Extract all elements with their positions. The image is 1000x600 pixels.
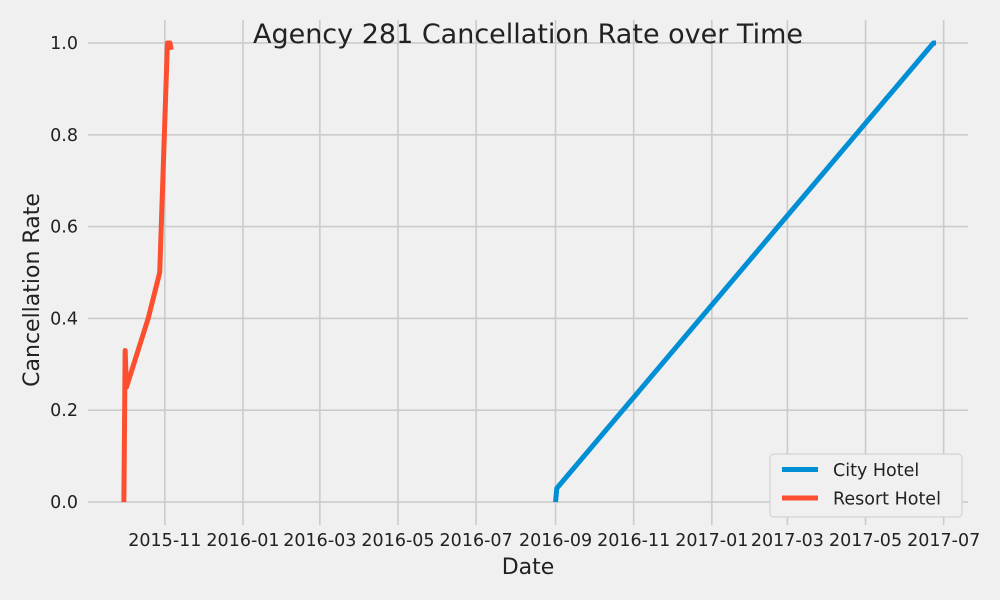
series-layer (121, 40, 936, 503)
x-tick-label: 2015-11 (128, 531, 201, 551)
y-tick-label: 1.0 (50, 34, 78, 54)
x-tick-label: 2016-01 (206, 531, 279, 551)
y-tick-label: 0.4 (50, 309, 78, 329)
y-tick-label: 0.6 (50, 218, 78, 238)
x-tick-label: 2017-03 (751, 531, 824, 551)
y-tick-label: 0.8 (50, 126, 78, 146)
x-tick-label: 2017-01 (675, 531, 748, 551)
x-tick-label: 2016-03 (283, 531, 356, 551)
y-tick-label: 0.2 (50, 401, 78, 421)
x-axis-label: Date (502, 555, 555, 580)
tick-labels: 2015-11 2016-01 2016-03 2016-05 2016-07 2016-… (50, 34, 980, 551)
legend-label-city-hotel: City Hotel (833, 461, 919, 481)
x-tick-label: 2016-09 (519, 531, 592, 551)
chart-title: Agency 281 Cancellation Rate over Time (253, 19, 803, 50)
series-line-city-hotel (553, 40, 936, 503)
series-line-resort-hotel (121, 40, 174, 503)
x-tick-label: 2016-07 (440, 531, 513, 551)
x-tick-label: 2017-07 (907, 531, 980, 551)
y-tick-label: 0.0 (50, 493, 78, 513)
x-tick-label: 2016-05 (361, 531, 434, 551)
grid (88, 20, 968, 525)
x-tick-label: 2017-05 (829, 531, 902, 551)
y-axis-label: Cancellation Rate (20, 193, 45, 387)
legend-label-resort-hotel: Resort Hotel (833, 490, 941, 510)
legend: City Hotel Resort Hotel (769, 453, 963, 518)
x-tick-label: 2016-11 (597, 531, 670, 551)
